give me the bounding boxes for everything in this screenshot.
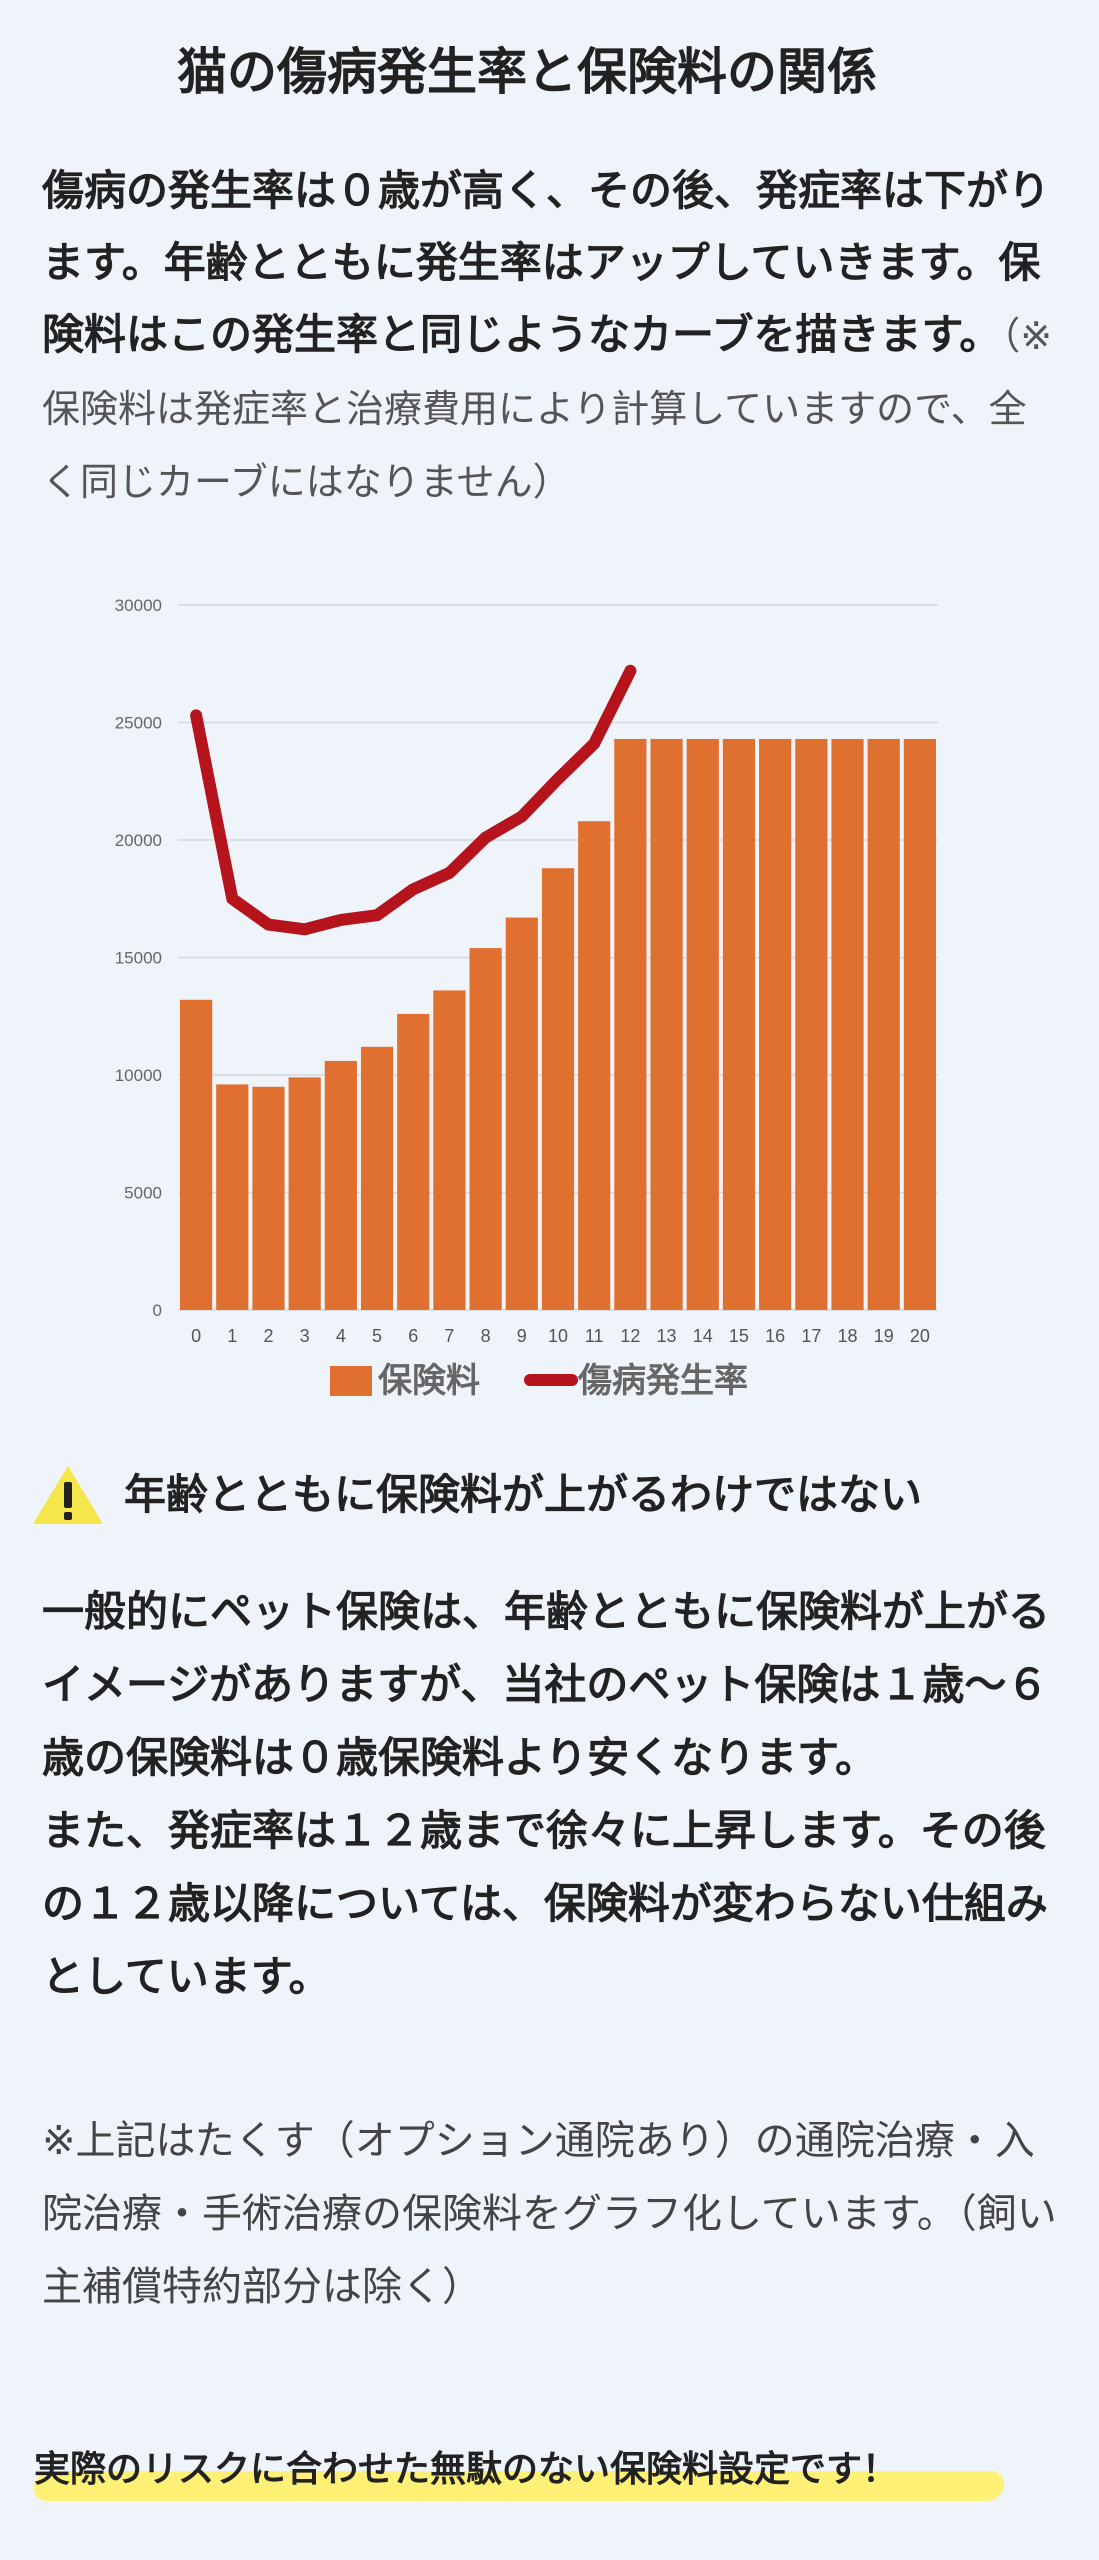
x-tick-label: 19 — [874, 1326, 894, 1346]
bar-11 — [578, 821, 611, 1310]
bar-13 — [650, 738, 683, 1310]
bar-12 — [614, 738, 647, 1310]
footnote: ※上記はたくす（オプション通院あり）の通院治療・入院治療・手術治療の保険料をグラ… — [42, 2118, 1057, 2310]
x-tick-label: 7 — [444, 1326, 454, 1346]
y-tick-label: 0 — [153, 1301, 162, 1320]
bar-17 — [795, 738, 828, 1310]
legend-label-premium: 保険料 — [378, 1361, 480, 1401]
bar-18 — [831, 738, 864, 1310]
warning-icon — [33, 1466, 103, 1524]
y-tick-label: 20000 — [115, 831, 162, 850]
x-tick-label: 20 — [910, 1326, 930, 1346]
bar-16 — [759, 738, 792, 1310]
y-tick-label: 5000 — [124, 1184, 162, 1203]
x-tick-label: 5 — [372, 1326, 382, 1346]
intro-strong-text: 傷病の発生率は０歳が高く、その後、発症率は下がります。年齢とともに発生率はアップ… — [42, 166, 1051, 359]
y-tick-label: 30000 — [115, 596, 162, 615]
bar-5 — [360, 1046, 394, 1310]
x-tick-label: 11 — [585, 1326, 604, 1346]
bar-9 — [505, 917, 538, 1310]
x-tick-label: 1 — [227, 1326, 237, 1346]
premium-incidence-chart: 0 5000 10000 15000 20000 25000 30000 0 1 2 3 4 5 6 7 8 9… — [0, 560, 1099, 1420]
bar-10 — [541, 868, 575, 1310]
x-tick-label: 6 — [408, 1326, 418, 1346]
bar-8 — [469, 948, 502, 1310]
y-tick-label: 25000 — [115, 714, 162, 733]
y-tick-label: 10000 — [115, 1066, 162, 1085]
bar-14 — [686, 738, 719, 1310]
x-tick-label: 0 — [191, 1326, 201, 1346]
bar-7 — [433, 990, 466, 1310]
warning-heading: 年齢とともに保険料が上がるわけではない — [30, 1455, 1070, 1535]
bar-3 — [288, 1077, 321, 1310]
x-tick-label: 12 — [620, 1326, 640, 1346]
x-tick-label: 18 — [838, 1326, 858, 1346]
bar-15 — [722, 738, 756, 1310]
banner-text: 実際のリスクに合わせた無駄のない保険料設定です！ — [34, 2449, 899, 2490]
intro-note-text: （※保険料は発症率と治療費用により計算していますので、全く同じカーブにはなりませ… — [42, 314, 1053, 504]
bar-2 — [252, 1086, 285, 1310]
x-tick-label: 15 — [729, 1326, 749, 1346]
x-tick-label: 16 — [765, 1326, 785, 1346]
closing-banner: 実際のリスクに合わせた無駄のない保険料設定です！ — [31, 2435, 1074, 2505]
bar-4 — [324, 1060, 357, 1310]
x-tick-label: 8 — [481, 1326, 491, 1346]
bar-6 — [397, 1013, 430, 1310]
x-tick-label: 10 — [548, 1326, 568, 1346]
x-tick-label: 9 — [517, 1326, 527, 1346]
x-tick-label: 17 — [801, 1326, 821, 1346]
y-tick-label: 15000 — [115, 949, 162, 968]
legend-label-incidence: 傷病発生率 — [577, 1361, 748, 1401]
x-tick-label: 13 — [657, 1326, 677, 1346]
page-title: 猫の傷病発生率と保険料の関係 — [177, 43, 877, 101]
warning-text: 年齢とともに保険料が上がるわけではない — [124, 1470, 923, 1519]
intro-paragraph: 傷病の発生率は０歳が高く、その後、発症率は下がります。年齢とともに発生率はアップ… — [42, 155, 1062, 518]
x-tick-label: 14 — [693, 1326, 713, 1346]
x-tick-label: 3 — [300, 1326, 310, 1346]
bar-0 — [180, 999, 213, 1310]
x-tick-label: 4 — [336, 1326, 346, 1346]
explanation-line-2: また、発症率は１２歳まで徐々に上昇します。その後の１２歳以降については、保険料が… — [42, 1806, 1048, 2001]
explanation-paragraph: 一般的にペット保険は、年齢とともに保険料が上がるイメージがありますが、当社のペッ… — [42, 1575, 1062, 2013]
legend-swatch-premium — [330, 1366, 372, 1396]
bar-20 — [903, 738, 936, 1310]
incidence-line — [190, 664, 637, 936]
bar-1 — [216, 1084, 249, 1310]
x-tick-label: 2 — [263, 1326, 273, 1346]
bar-19 — [867, 738, 900, 1310]
explanation-line-1: 一般的にペット保険は、年齢とともに保険料が上がるイメージがありますが、当社のペッ… — [42, 1587, 1051, 1782]
